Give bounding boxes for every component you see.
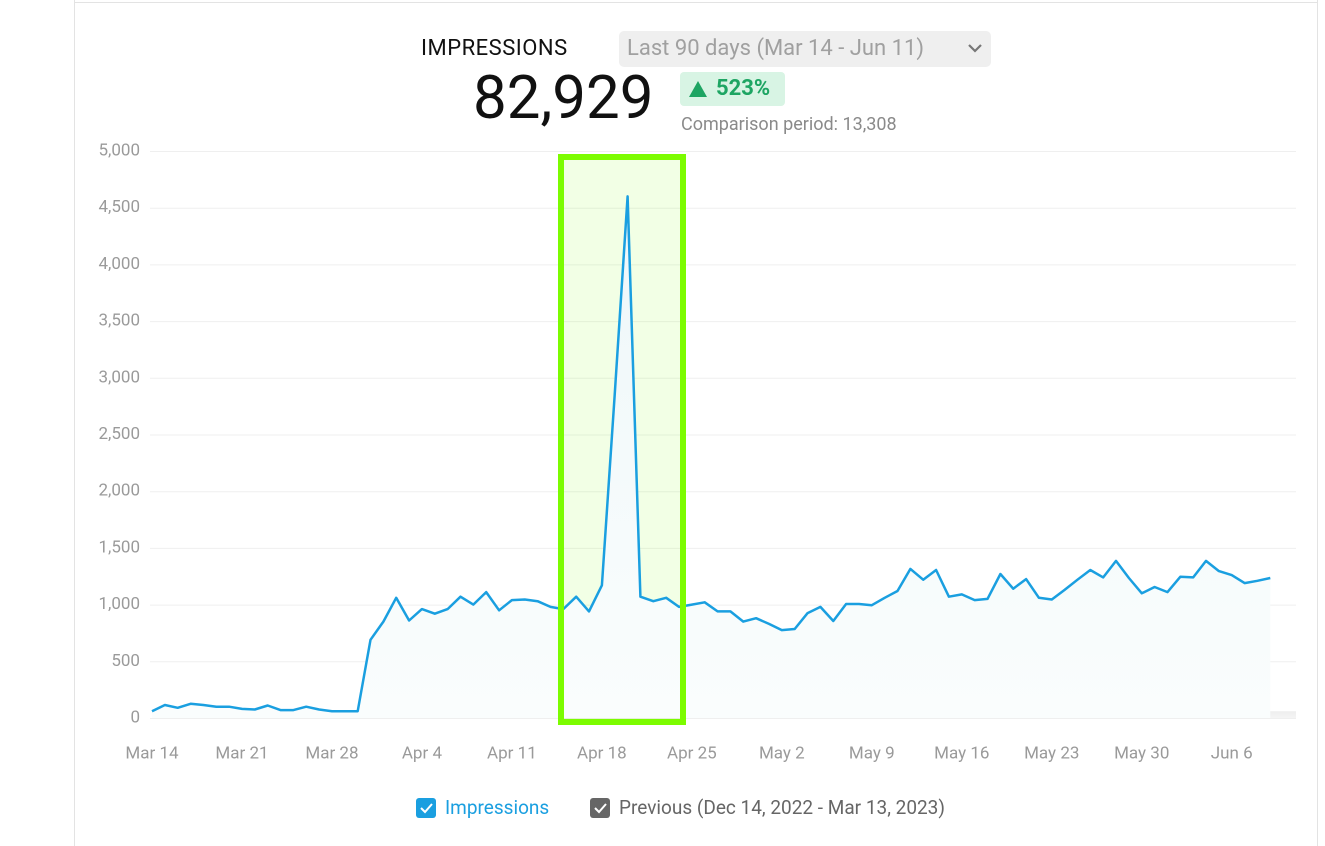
impressions-area xyxy=(152,196,1271,718)
dropdown-chevron[interactable] xyxy=(968,44,982,53)
y-tick-label: 0 xyxy=(130,707,140,727)
x-tick-label: Apr 11 xyxy=(487,743,537,763)
x-tick-label: Mar 28 xyxy=(305,743,358,763)
y-tick-label: 1,500 xyxy=(98,537,140,557)
y-tick-label: 3,000 xyxy=(98,367,140,387)
y-tick-label: 1,000 xyxy=(98,594,140,614)
y-tick-label: 4,500 xyxy=(98,197,140,217)
y-tick-label: 2,000 xyxy=(98,481,140,501)
x-tick-label: Jun 6 xyxy=(1211,743,1253,763)
x-tick-label: May 2 xyxy=(759,743,805,763)
y-tick-label: 500 xyxy=(111,651,140,671)
metric-title: IMPRESSIONS xyxy=(421,36,568,61)
x-tick-label: Apr 18 xyxy=(577,743,627,763)
legend-check[interactable] xyxy=(420,803,433,814)
dropdown-box[interactable] xyxy=(619,31,991,67)
change-badge xyxy=(680,72,785,106)
legend-label[interactable]: Impressions xyxy=(445,796,549,819)
legend: Impressions Previous (Dec 14, 2022 - Mar … xyxy=(416,796,945,819)
metric-total: 82,929 xyxy=(473,62,653,133)
x-tick-label: May 9 xyxy=(849,743,895,763)
x-tick-label: May 30 xyxy=(1114,743,1169,763)
comparison-text: Comparison period: 13,308 xyxy=(681,114,897,135)
x-tick-label: May 16 xyxy=(934,743,989,763)
legend-check[interactable] xyxy=(594,803,607,814)
x-tick-label: Mar 21 xyxy=(215,743,268,763)
x-tick-label: May 23 xyxy=(1024,743,1079,763)
x-tick-label: Mar 14 xyxy=(125,743,179,763)
x-tick-label: Apr 4 xyxy=(402,743,443,763)
plot xyxy=(151,195,1296,718)
highlight-box xyxy=(558,154,686,725)
period-dropdown[interactable]: Last 90 days (Mar 14 - Jun 11) xyxy=(619,31,991,67)
legend-label[interactable]: Previous (Dec 14, 2022 - Mar 13, 2023) xyxy=(619,796,945,819)
y-tick-label: 2,500 xyxy=(98,424,140,444)
y-tick-label: 5,000 xyxy=(98,140,140,160)
y-tick-label: 4,000 xyxy=(98,254,140,274)
legend-checkbox[interactable] xyxy=(590,798,610,818)
up-arrow xyxy=(689,81,707,97)
y-tick-label: 3,500 xyxy=(98,311,140,331)
dropdown-label[interactable]: Last 90 days (Mar 14 - Jun 11) xyxy=(627,36,924,61)
change-value: 523% xyxy=(716,76,770,101)
grid: 0 500 1,000 1,500 2,000 2,500 3,000 3,500 4,000 4… xyxy=(98,140,1296,763)
impressions-line xyxy=(151,195,1271,713)
legend-checkbox[interactable] xyxy=(416,798,436,818)
x-tick-label: Apr 25 xyxy=(667,743,717,763)
